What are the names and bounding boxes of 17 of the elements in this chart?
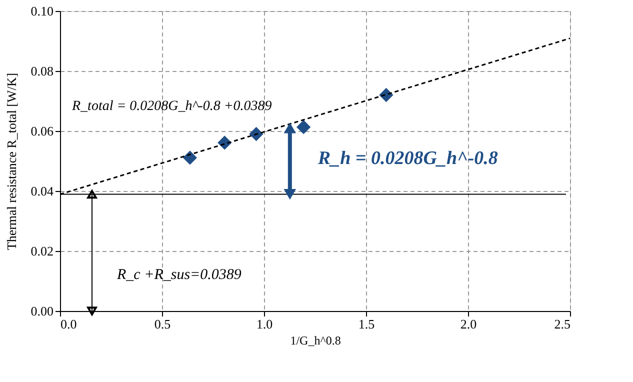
x-tick-label: 1.5 xyxy=(358,316,375,332)
y-tick-label: 0.06 xyxy=(30,124,54,138)
annotation: R_h = 0.0208G_h^-0.8 xyxy=(316,148,498,169)
y-tick-label: 0.04 xyxy=(30,184,54,198)
y-tick-label: 0.00 xyxy=(30,304,54,318)
x-tick-label: 2.5 xyxy=(554,316,570,332)
x-tick-label: 0.5 xyxy=(154,316,171,332)
y-axis-title: Thermal resistance R_total [W/K] xyxy=(4,72,19,250)
x-tick-label: 1.0 xyxy=(256,316,273,332)
x-axis-title: 1/G_h^0.8 xyxy=(290,334,341,348)
x-tick-label: 0.0 xyxy=(60,316,77,332)
x-tick-label: 2.0 xyxy=(460,316,477,332)
annotation: R_total = 0.0208G_h^-0.8 +0.0389 xyxy=(71,99,272,114)
y-tick-label: 0.02 xyxy=(30,244,54,258)
y-tick-label: 0.08 xyxy=(30,64,54,78)
annotation: R_c +R_sus=0.0389 xyxy=(116,267,242,283)
y-tick-label: 0.10 xyxy=(30,4,54,18)
